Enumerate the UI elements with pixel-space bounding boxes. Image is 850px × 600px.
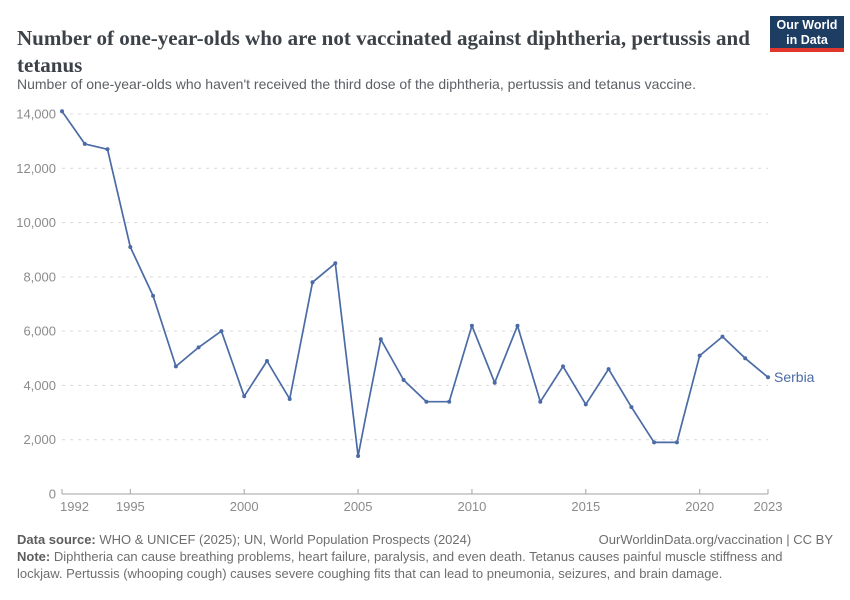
data-point-2009[interactable]: [447, 399, 452, 404]
y-tick-label-12000: 12,000: [16, 161, 56, 176]
serbia-line-series[interactable]: [61, 110, 769, 457]
data-point-2013[interactable]: [538, 399, 543, 404]
data-point-2006[interactable]: [378, 337, 383, 342]
y-tick-label-6000: 6,000: [23, 324, 56, 339]
data-point-2005[interactable]: [356, 454, 361, 458]
y-tick-label-14000: 14,000: [16, 107, 56, 122]
y-tick-label-10000: 10,000: [16, 215, 56, 230]
page-title: Number of one-year-olds who are not vacc…: [17, 26, 750, 78]
x-tick-label-2010: 2010: [457, 499, 486, 514]
data-point-2022[interactable]: [743, 356, 748, 361]
data-point-1998[interactable]: [196, 345, 201, 350]
data-point-2011[interactable]: [492, 380, 497, 385]
data-point-1995[interactable]: [128, 245, 133, 249]
data-point-2002[interactable]: [287, 397, 292, 401]
data-point-1999[interactable]: [219, 329, 224, 334]
footer-source-row: Data source: WHO & UNICEF (2025); UN, Wo…: [17, 532, 833, 547]
note-text: Diphtheria can cause breathing problems,…: [17, 549, 783, 581]
data-point-2021[interactable]: [720, 334, 725, 339]
data-point-2012[interactable]: [515, 323, 520, 328]
data-point-2010[interactable]: [469, 323, 474, 328]
x-tick-label-2023: 2023: [754, 499, 783, 514]
attribution-link[interactable]: OurWorldinData.org/vaccination | CC BY: [598, 532, 833, 547]
data-point-1996[interactable]: [151, 293, 156, 298]
x-tick-label-2005: 2005: [344, 499, 373, 514]
y-tick-label-4000: 4,000: [23, 378, 56, 393]
y-tick-label-8000: 8,000: [23, 269, 56, 284]
note-label: Note:: [17, 549, 51, 564]
x-tick-label-2015: 2015: [571, 499, 600, 514]
data-source-text: WHO & UNICEF (2025); UN, World Populatio…: [95, 532, 472, 547]
data-point-2015[interactable]: [583, 402, 588, 407]
x-tick-label-2000: 2000: [230, 499, 259, 514]
x-tick-label-2020: 2020: [685, 499, 714, 514]
data-point-2023[interactable]: [766, 375, 770, 380]
data-point-2019[interactable]: [674, 440, 679, 445]
data-point-2007[interactable]: [401, 378, 406, 382]
series-label-serbia[interactable]: Serbia: [774, 369, 815, 385]
owid-logo[interactable]: Our World in Data: [770, 16, 844, 52]
data-source: Data source: WHO & UNICEF (2025); UN, Wo…: [17, 532, 471, 547]
data-point-1992[interactable]: [60, 109, 64, 114]
chart-subtitle: Number of one-year-olds who haven't rece…: [17, 76, 696, 92]
data-point-1993[interactable]: [82, 141, 87, 146]
y-tick-label-0: 0: [49, 487, 56, 502]
data-point-1994[interactable]: [105, 147, 110, 152]
data-point-2020[interactable]: [697, 353, 702, 358]
y-tick-label-2000: 2,000: [23, 432, 56, 447]
owid-logo-line2: in Data: [786, 33, 828, 47]
data-point-2017[interactable]: [629, 405, 634, 410]
data-point-2018[interactable]: [652, 440, 657, 445]
data-point-2004[interactable]: [333, 261, 338, 266]
line-chart[interactable]: 0 2,000 4,000 6,000 8,000 10,000 12,000 14,000 1…: [0, 100, 850, 535]
x-tick-label-1992: 1992: [60, 499, 89, 514]
footer-note: Note: Diphtheria can cause breathing pro…: [17, 549, 817, 582]
data-point-2001[interactable]: [265, 359, 269, 363]
x-tick-label-1995: 1995: [116, 499, 145, 514]
data-point-1997[interactable]: [173, 364, 178, 369]
data-point-2008[interactable]: [424, 399, 429, 404]
data-point-2000[interactable]: [242, 394, 247, 399]
data-point-2003[interactable]: [310, 280, 315, 285]
data-source-label: Data source:: [17, 532, 96, 547]
owid-logo-line1: Our World: [776, 18, 838, 32]
data-point-2014[interactable]: [561, 364, 565, 369]
data-point-2016[interactable]: [606, 367, 611, 372]
